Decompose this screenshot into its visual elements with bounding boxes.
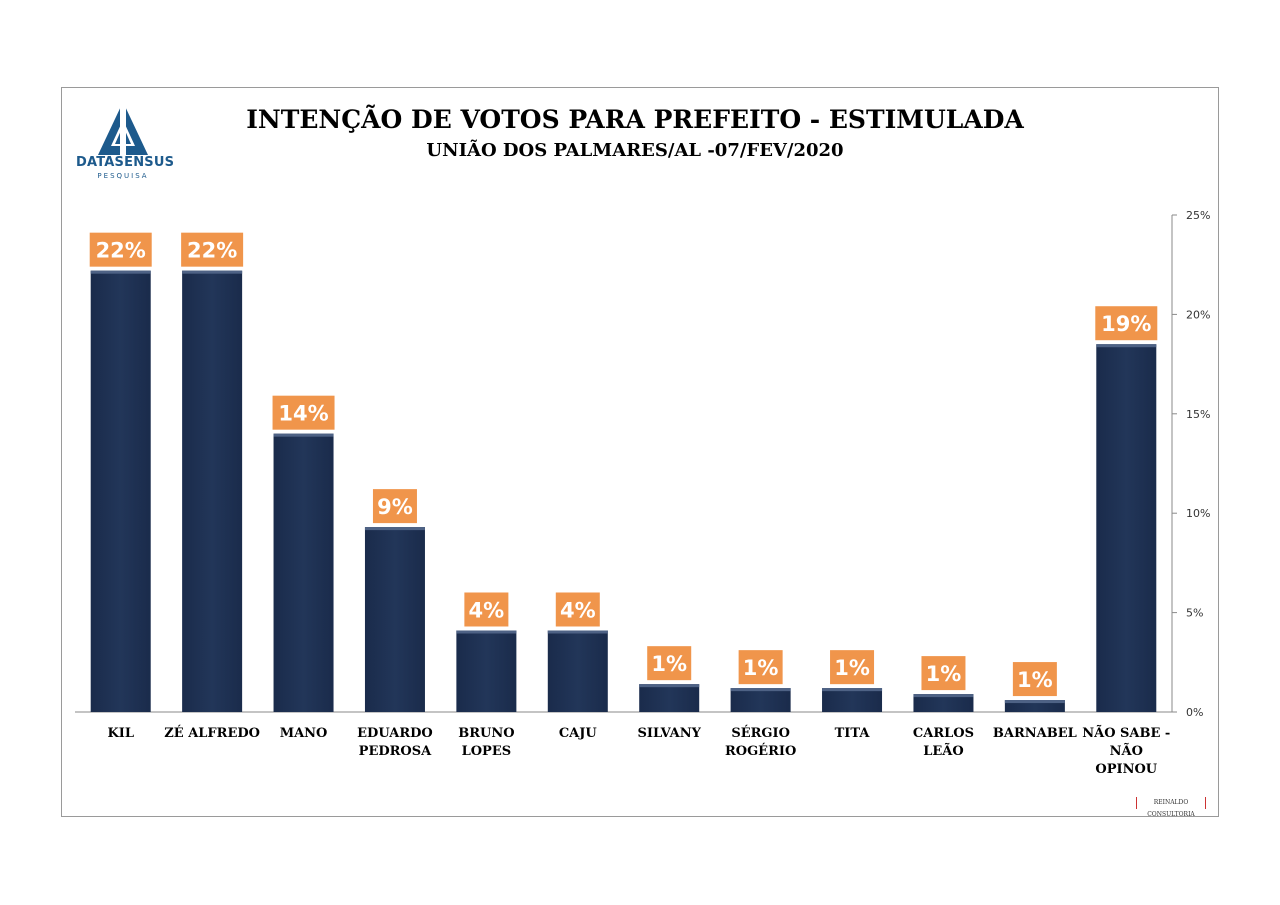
bar xyxy=(1004,700,1065,712)
data-label-box xyxy=(89,232,152,267)
data-label-box xyxy=(464,592,509,627)
bar-top-highlight xyxy=(547,630,608,634)
category-label: OPINOU xyxy=(1095,762,1157,777)
data-label: 4% xyxy=(560,598,596,622)
bar xyxy=(273,433,334,712)
data-label-box xyxy=(555,592,600,627)
data-label-box xyxy=(1095,306,1158,341)
category-label: CAJU xyxy=(559,726,598,741)
chart-subtitle: UNIÃO DOS PALMARES/AL -07/FEV/2020 xyxy=(426,140,844,161)
bar xyxy=(639,684,700,712)
y-tick-label: 15% xyxy=(1186,408,1210,421)
category-label: ROGÉRIO xyxy=(725,743,796,759)
y-tick-label: 0% xyxy=(1186,706,1203,719)
data-label: 22% xyxy=(96,239,146,263)
category-label: NÃO SABE - xyxy=(1082,725,1170,741)
data-label-box xyxy=(738,650,783,685)
y-tick-label: 25% xyxy=(1186,209,1210,222)
chart-title: INTENÇÃO DE VOTOS PARA PREFEITO - ESTIMU… xyxy=(246,105,1024,134)
data-label: 22% xyxy=(187,239,237,263)
datasensus-logo xyxy=(98,102,148,156)
category-label: MANO xyxy=(280,726,328,741)
bar-top-highlight xyxy=(913,694,974,698)
bar-top-highlight xyxy=(182,270,243,274)
bar xyxy=(1096,344,1157,712)
data-label: 9% xyxy=(377,495,413,519)
bar xyxy=(90,270,151,712)
bar xyxy=(822,688,883,712)
category-label: ZÉ ALFREDO xyxy=(164,725,260,741)
category-label: BRUNO xyxy=(458,726,514,741)
data-label: 19% xyxy=(1101,312,1151,336)
category-label: PEDROSA xyxy=(359,744,432,759)
data-label: 1% xyxy=(1017,668,1053,692)
logo-brand-text: DATASENSUS xyxy=(76,155,175,170)
data-label-box xyxy=(647,646,692,681)
category-label: EDUARDO xyxy=(357,726,433,741)
bar-top-highlight xyxy=(90,270,151,274)
bar-top-highlight xyxy=(639,684,700,688)
bar-top-highlight xyxy=(1004,700,1065,704)
data-label: 14% xyxy=(278,402,328,426)
category-label: LOPES xyxy=(462,744,512,759)
data-label: 1% xyxy=(743,656,779,680)
bar xyxy=(730,688,791,712)
data-label: 4% xyxy=(469,598,505,622)
bar-top-highlight xyxy=(1096,344,1157,348)
bar-top-highlight xyxy=(730,688,791,692)
bar-top-highlight xyxy=(364,527,425,531)
category-label: SÉRGIO xyxy=(731,725,790,741)
bar-top-highlight xyxy=(822,688,883,692)
y-tick-label: 20% xyxy=(1186,308,1210,321)
data-label-box xyxy=(1012,662,1057,697)
data-label: 1% xyxy=(926,662,962,686)
category-label: KIL xyxy=(107,726,134,741)
data-label-box xyxy=(372,489,417,524)
category-label: TITA xyxy=(835,726,871,741)
data-label-box xyxy=(181,232,244,267)
bar-top-highlight xyxy=(456,630,517,634)
bar xyxy=(182,270,243,712)
category-label: SILVANY xyxy=(638,726,702,741)
data-label: 1% xyxy=(651,652,687,676)
logo-sub-text: PESQUISA xyxy=(97,172,149,180)
y-tick-label: 5% xyxy=(1186,607,1203,620)
data-label-box xyxy=(272,395,335,430)
data-label-box xyxy=(921,656,966,691)
bar xyxy=(456,630,517,712)
bar xyxy=(547,630,608,712)
data-label-box xyxy=(830,650,875,685)
category-label: NÃO xyxy=(1110,743,1143,759)
y-tick-label: 10% xyxy=(1186,507,1210,520)
bar-top-highlight xyxy=(273,433,334,437)
bar xyxy=(913,694,974,712)
category-label: LEÃO xyxy=(923,743,963,759)
category-label: CARLOS xyxy=(913,726,974,741)
footer-brand: REINALDO CONSULTORIA xyxy=(1136,797,1206,818)
category-label: BARNABEL xyxy=(993,726,1077,741)
data-label: 1% xyxy=(834,656,870,680)
bar xyxy=(364,527,425,712)
